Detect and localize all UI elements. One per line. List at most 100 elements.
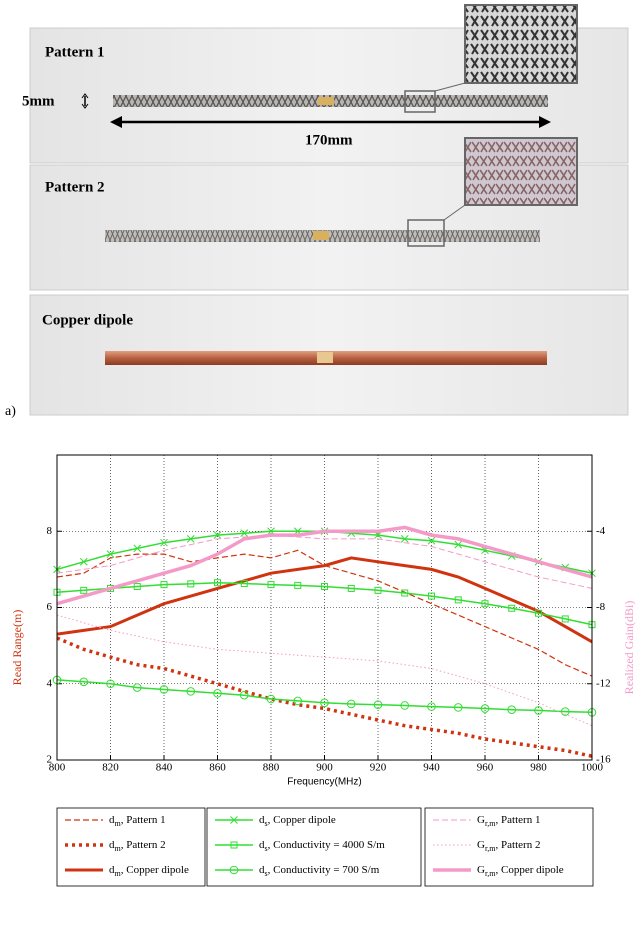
y-tick-label: 4	[47, 677, 53, 689]
marker	[427, 536, 436, 545]
legend-label: ds, Copper dipole	[259, 814, 336, 829]
marker	[534, 706, 543, 715]
legend-label: ds, Conductivity = 700 S/m	[259, 864, 380, 879]
marker	[160, 538, 168, 547]
panel-label: Pattern 1	[45, 44, 105, 60]
y2-axis-label: Realized Gain(dBi)	[622, 601, 636, 695]
marker	[132, 683, 142, 692]
legend-box	[424, 807, 594, 887]
marker	[347, 584, 355, 592]
marker	[266, 694, 276, 704]
marker	[239, 690, 249, 700]
marker	[507, 705, 517, 714]
marker	[453, 703, 463, 712]
legend-label: dm, Pattern 1	[109, 814, 166, 829]
marker	[213, 531, 222, 539]
marker	[159, 685, 169, 694]
y2-tick-label: -16	[596, 754, 611, 766]
photo: Pattern 1 Pattern 2 Copper dipole 5mm 17…	[5, 4, 629, 419]
marker	[106, 679, 115, 689]
x-tick-label: 920	[370, 762, 387, 774]
series-line	[57, 581, 592, 626]
marker	[320, 698, 329, 708]
legend-label: Gr,m, Pattern 1	[477, 814, 540, 829]
legend-label: dm, Pattern 2	[109, 839, 166, 854]
marker	[560, 707, 570, 716]
panel-label: Copper dipole	[42, 312, 133, 328]
x-tick-label: 860	[209, 762, 226, 774]
marker	[401, 589, 409, 597]
legend-label: Gr,m, Pattern 2	[477, 839, 540, 854]
marker	[187, 580, 195, 588]
marker	[80, 586, 88, 594]
x-tick-label: 980	[530, 762, 547, 774]
width-label: 5mm	[22, 93, 55, 109]
marker	[229, 865, 239, 875]
chip	[313, 231, 329, 240]
x-tick-label: 1000	[581, 762, 604, 774]
marker	[186, 535, 195, 543]
series-line	[57, 614, 592, 727]
marker	[561, 615, 569, 623]
chip	[317, 352, 333, 363]
x-tick-label: 800	[49, 762, 66, 774]
marker	[346, 699, 356, 709]
legend-label: ds, Conductivity = 4000 S/m	[259, 839, 385, 854]
series-line	[57, 556, 592, 644]
plot-frame	[56, 454, 593, 761]
y-tick-label: 8	[47, 525, 53, 537]
x-tick-label: 820	[102, 762, 119, 774]
marker	[230, 841, 238, 849]
marker	[400, 701, 410, 710]
marker	[186, 687, 196, 696]
series-line	[57, 636, 592, 758]
inset	[464, 137, 578, 206]
marker	[214, 579, 221, 587]
marker	[454, 540, 463, 549]
marker	[321, 583, 328, 591]
legend-box	[206, 807, 422, 887]
y-tick-label: 6	[47, 601, 53, 613]
marker	[133, 583, 141, 591]
y2-tick-label: -12	[596, 677, 611, 689]
marker	[374, 586, 382, 594]
marker	[240, 529, 249, 538]
marker	[160, 581, 168, 589]
x-tick-label: 900	[316, 762, 333, 774]
series-line	[57, 525, 592, 606]
marker	[400, 535, 409, 543]
legend-box	[56, 807, 206, 887]
zoom-line	[443, 204, 466, 221]
x-tick-label: 840	[156, 762, 173, 774]
marker	[213, 688, 222, 698]
chip	[318, 97, 334, 105]
zoom-box	[407, 219, 445, 247]
marker	[481, 600, 489, 608]
y-axis-label: Read Range(m)	[10, 610, 24, 686]
marker	[230, 816, 238, 824]
y-tick-label: 2	[47, 754, 53, 766]
caption: a)	[5, 404, 16, 419]
series-line	[57, 534, 592, 589]
marker	[427, 702, 436, 711]
y2-tick-label: -8	[596, 601, 606, 613]
length-label: 170mm	[305, 132, 353, 148]
legend-label: Gr,m, Copper dipole	[477, 864, 564, 879]
x-tick-label: 880	[263, 762, 280, 774]
marker	[294, 581, 302, 589]
marker	[428, 592, 435, 600]
y2-tick-label: -4	[596, 525, 606, 537]
marker	[293, 696, 303, 706]
x-axis-label: Frequency(MHz)	[287, 777, 361, 788]
zoom-box	[404, 90, 436, 113]
marker	[106, 550, 115, 558]
marker	[480, 704, 490, 713]
marker	[508, 604, 516, 612]
legend-label: dm, Copper dipole	[109, 864, 189, 879]
marker	[267, 581, 275, 589]
x-tick-label: 940	[423, 762, 440, 774]
marker	[373, 700, 383, 710]
series-line	[57, 679, 592, 714]
marker	[535, 609, 542, 617]
